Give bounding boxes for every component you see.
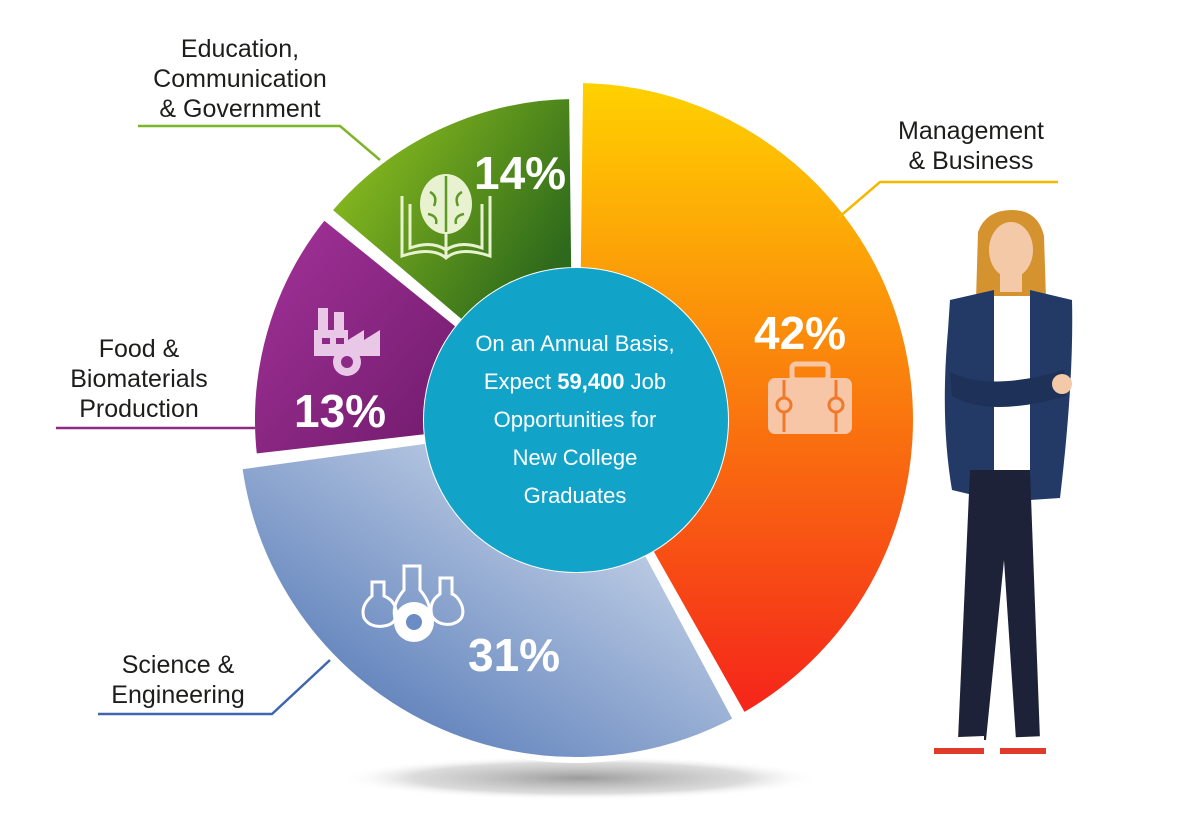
label-food-line-3: Production [79, 395, 199, 423]
center-line-4: New College [512, 445, 638, 470]
center-line-2-suffix: Job [624, 369, 667, 394]
label-science-line-1: Science & [121, 651, 235, 679]
label-food-line-1: Food & [98, 335, 180, 363]
slices [235, 76, 919, 763]
science-percent: 31% [468, 629, 561, 681]
center-text: On an Annual Basis, Expect 59,400 Job Op… [440, 320, 710, 520]
label-food-line-2: Biomaterials [70, 365, 208, 393]
center-line-2: Expect 59,400 Job [440, 363, 710, 401]
management-percent: 42% [754, 307, 847, 359]
food-percent: 13% [294, 385, 387, 437]
woman-illustration [932, 210, 1073, 754]
label-education-line-1: Education, [180, 35, 300, 63]
center-line-1: On an Annual Basis, [475, 331, 675, 356]
center-line-5: Graduates [523, 483, 627, 508]
label-management-line-2: & Business [908, 147, 1034, 175]
briefcase-icon [768, 361, 852, 434]
job-count: 59,400 [557, 369, 625, 394]
leader-line-science [98, 659, 331, 716]
label-management: Management & Business [878, 116, 1064, 176]
leader-line-education [138, 124, 381, 161]
chart-shadow [340, 756, 820, 800]
factory-gear-icon [314, 308, 380, 376]
label-food: Food & Biomaterials Production [52, 334, 226, 424]
center-line-3: Opportunities for [493, 407, 657, 432]
lab-flasks-gear-icon [361, 564, 465, 642]
label-science-line-2: Engineering [111, 681, 245, 709]
label-education-line-3: & Government [159, 95, 321, 123]
center-circle [424, 268, 728, 572]
label-education: Education, Communication & Government [130, 34, 350, 124]
label-management-line-1: Management [898, 117, 1044, 145]
label-science: Science & Engineering [92, 650, 264, 710]
center-line-2-prefix: Expect [483, 369, 558, 394]
leader-line-management [837, 180, 1058, 219]
label-education-line-2: Communication [153, 65, 327, 93]
education-percent: 14% [474, 147, 567, 199]
brain-book-icon [400, 174, 492, 260]
